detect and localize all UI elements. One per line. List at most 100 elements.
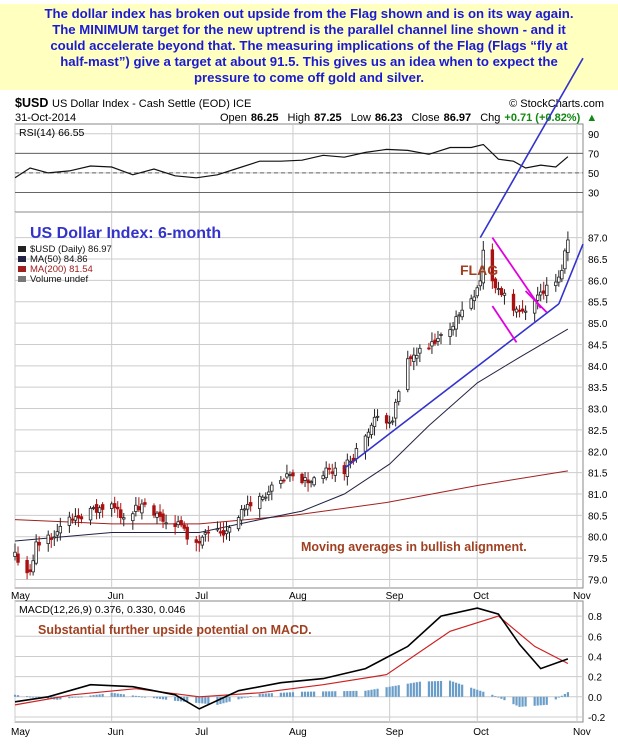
candle-body [67, 516, 72, 526]
candle-body [203, 532, 208, 535]
candle-body [94, 504, 99, 513]
candle-body [418, 347, 422, 354]
histogram-bar [448, 680, 452, 697]
candle-body [221, 530, 226, 536]
candle-body [88, 507, 93, 521]
histogram-bar [524, 696, 527, 707]
histogram-bar [500, 696, 503, 699]
candle-body [566, 239, 570, 253]
histogram-bar [270, 693, 273, 697]
histogram-bar [560, 695, 563, 697]
annotation-line: pressure to come off gold and silver. [193, 70, 425, 85]
candle-body [532, 300, 537, 314]
candle-body [306, 479, 310, 484]
histogram-bar [455, 682, 458, 697]
candle-body [164, 522, 168, 525]
y-tick-label: 79.0 [588, 575, 608, 586]
histogram-bar [418, 681, 421, 697]
annotation-line: The MINIMUM target for the new uptrend i… [52, 22, 566, 37]
candle-body [493, 278, 498, 289]
chart-date: 31-Oct-2014 [15, 112, 76, 124]
candle-body [369, 424, 374, 435]
histogram-bar [267, 693, 270, 697]
candle-body [451, 325, 455, 331]
candle-body [176, 521, 180, 526]
candle-body [215, 528, 220, 531]
histogram-bar [322, 691, 325, 697]
y-tick-label: 84.5 [588, 340, 608, 351]
histogram-bar [249, 696, 252, 697]
histogram-bar [415, 682, 418, 697]
candle-body [158, 511, 162, 517]
histogram-bar [174, 696, 177, 701]
x-tick-label: Oct [473, 727, 489, 738]
candle-body [393, 401, 398, 419]
flag-label: FLAG [460, 262, 498, 278]
histogram-bar [13, 694, 17, 697]
y-tick-label: 0.4 [588, 652, 602, 663]
histogram-bar [303, 691, 307, 697]
candle-body [560, 270, 564, 280]
y-tick-label: 85.5 [588, 298, 608, 309]
x-tick-label: Sep [386, 727, 404, 738]
open-value: 86.25 [251, 112, 279, 124]
histogram-bar [409, 683, 412, 697]
candle-body [79, 516, 84, 520]
candle-body [563, 250, 567, 270]
histogram-bar [494, 696, 497, 697]
histogram-bar [201, 696, 204, 704]
histogram-bar [476, 689, 479, 697]
histogram-bar [71, 696, 74, 698]
candle-body [511, 293, 516, 311]
histogram-bar [451, 681, 455, 697]
candle-body [245, 504, 250, 510]
x-tick-label: Jul [195, 591, 208, 602]
histogram-bar [385, 687, 388, 697]
x-tick-label: Sep [386, 591, 404, 602]
candle-body [363, 435, 368, 452]
x-tick-label: Jul [195, 727, 208, 738]
histogram-bar [261, 693, 264, 697]
high-value: 87.25 [314, 112, 342, 124]
chg-up-arrow-icon: ▲ [586, 112, 597, 124]
histogram-bar [458, 683, 461, 697]
histogram-bar [198, 696, 201, 704]
candle-body [321, 475, 325, 480]
histogram-bar [110, 692, 113, 697]
candle-body [224, 530, 229, 535]
histogram-bar [313, 691, 316, 697]
y-tick-label: 79.5 [588, 554, 608, 565]
candle-body [330, 471, 334, 474]
histogram-bar [288, 692, 292, 697]
y-tick-label: -0.2 [588, 713, 606, 724]
y-tick-label: 30 [588, 188, 600, 199]
candle-body [523, 310, 528, 313]
histogram-bar [473, 688, 476, 697]
histogram-bar [237, 696, 240, 700]
histogram-bar [512, 696, 515, 705]
rsi-panel [14, 123, 584, 213]
histogram-bar [554, 696, 557, 700]
candle-body [535, 294, 540, 301]
candle-body [415, 355, 419, 359]
y-tick-label: 82.5 [588, 426, 608, 437]
histogram-bar [207, 696, 210, 704]
histogram-bar [219, 696, 222, 705]
candle-body [430, 341, 434, 347]
macd-title: MACD(12,26,9) 0.376, 0.330, 0.046 [19, 604, 186, 616]
macd-panel [14, 600, 584, 723]
histogram-bar [95, 694, 98, 697]
open-label: Open [220, 112, 247, 124]
candle-body [16, 553, 20, 563]
histogram-bar [92, 695, 95, 697]
y-tick-label: 70 [588, 149, 600, 160]
macd-line [14, 607, 569, 710]
candle-body [37, 541, 41, 546]
histogram-bar [328, 691, 331, 697]
candle-body [152, 505, 156, 516]
histogram-bar [77, 696, 80, 698]
histogram-bar [291, 692, 295, 697]
histogram-bar [164, 696, 168, 700]
candle-body [496, 288, 501, 291]
candle-body [517, 309, 522, 312]
